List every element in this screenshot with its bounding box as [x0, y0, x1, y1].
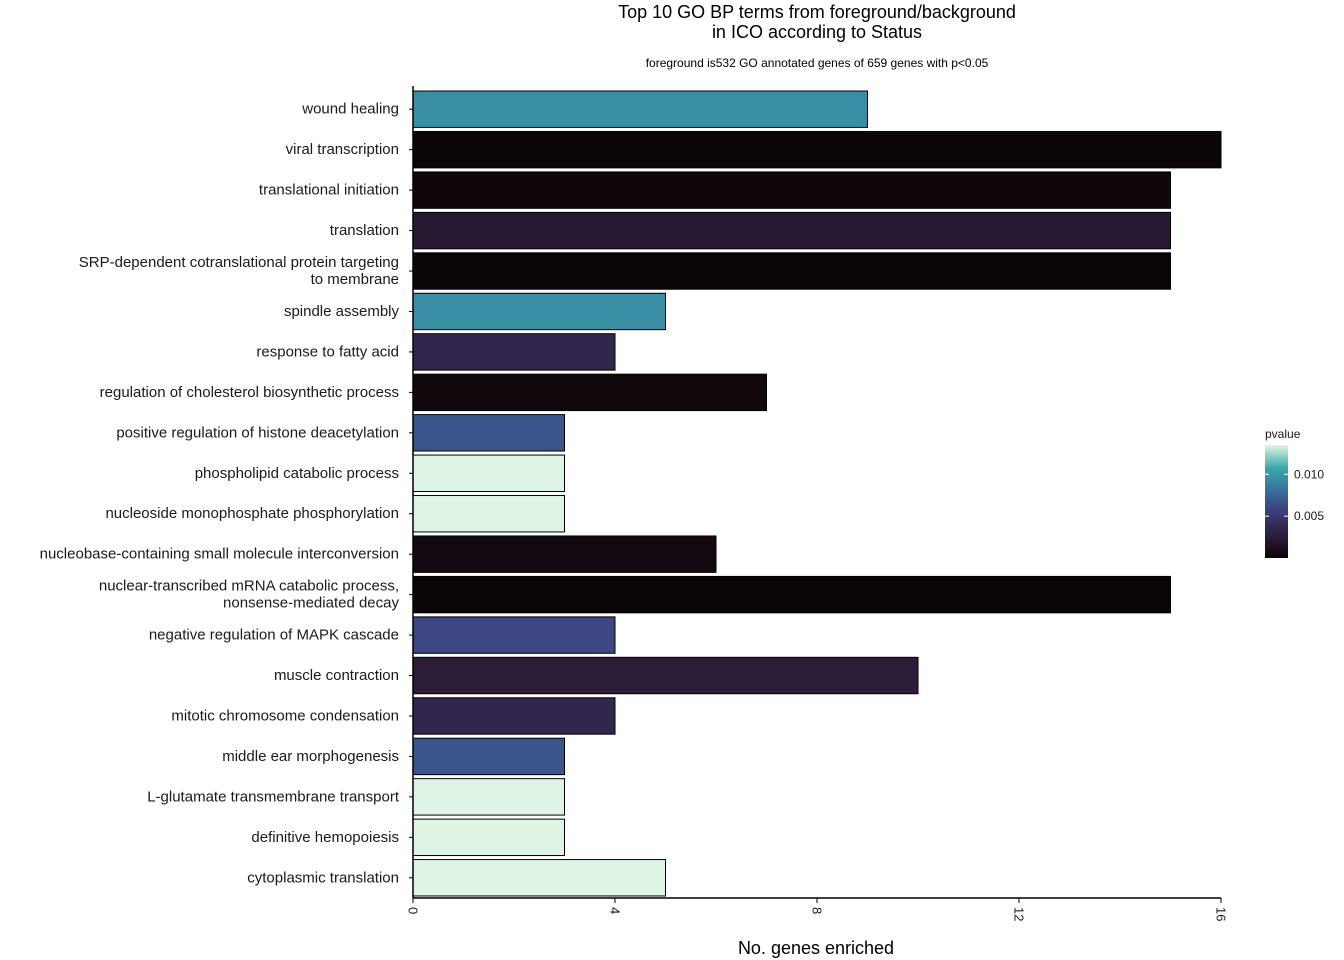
bar — [412, 171, 1171, 209]
category-label: middle ear morphogenesis — [222, 748, 399, 765]
category-label: L-glutamate transmembrane transport — [147, 788, 400, 805]
category-label: definitive hemopoiesis — [251, 829, 399, 846]
legend: pvalue 0.010 0.005 — [1265, 427, 1324, 558]
bar — [412, 778, 565, 816]
category-label: mitotic chromosome condensation — [171, 707, 399, 724]
chart-title-line-1: Top 10 GO BP terms from foreground/backg… — [618, 2, 1016, 22]
category-label: phospholipid catabolic process — [195, 465, 399, 482]
category-label: to membrane — [311, 271, 399, 288]
legend-colorbar — [1265, 445, 1288, 558]
bar — [412, 737, 565, 776]
bar — [412, 252, 1171, 290]
category-label: nonsense-mediated decay — [223, 595, 399, 612]
bar — [412, 616, 616, 654]
category-label: muscle contraction — [274, 667, 399, 684]
x-tick-label: 0 — [406, 907, 421, 914]
chart-title-line-2: in ICO according to Status — [711, 22, 923, 42]
legend-tick-label: 0.010 — [1294, 467, 1324, 481]
chart-subtitle: foreground is532 GO annotated genes of 6… — [645, 56, 989, 70]
legend-title: pvalue — [1265, 427, 1301, 441]
x-tick-label: 8 — [810, 907, 825, 914]
category-label: wound healing — [301, 101, 399, 118]
category-label: positive regulation of histone deacetyla… — [116, 424, 399, 441]
category-label: regulation of cholesterol biosynthetic p… — [100, 384, 399, 401]
bar — [412, 656, 919, 695]
bar — [412, 333, 616, 371]
category-label: response to fatty acid — [256, 343, 399, 360]
category-label: SRP-dependent cotranslational protein ta… — [79, 254, 399, 271]
bar — [412, 292, 666, 331]
category-label: translational initiation — [259, 182, 399, 199]
bar — [412, 575, 1171, 614]
category-label: cytoplasmic translation — [247, 869, 399, 886]
bar — [412, 454, 565, 492]
x-tick-label: 16 — [1214, 907, 1229, 921]
bar — [412, 414, 565, 452]
category-label: negative regulation of MAPK cascade — [149, 627, 399, 644]
bar — [412, 130, 1222, 169]
bar — [412, 859, 666, 897]
bar — [412, 211, 1171, 250]
bar — [412, 535, 717, 573]
category-label: viral transcription — [286, 141, 399, 158]
x-tick-label: 4 — [608, 907, 623, 914]
bars — [412, 90, 1222, 897]
category-labels: wound healing viral transcription translat… — [40, 101, 400, 887]
axes: 0 4 8 12 16 — [406, 86, 1229, 921]
x-tick-label: 12 — [1012, 907, 1027, 921]
x-axis-title: No. genes enriched — [738, 938, 894, 958]
bar — [412, 373, 767, 412]
category-label: nucleoside monophosphate phosphorylation — [105, 505, 399, 522]
category-label: spindle assembly — [284, 303, 400, 320]
category-label: translation — [330, 222, 399, 239]
category-label: nuclear-transcribed mRNA catabolic proce… — [99, 578, 399, 595]
bar — [412, 90, 868, 128]
bar — [412, 697, 616, 735]
bar — [412, 818, 565, 857]
category-label: nucleobase-containing small molecule int… — [40, 546, 399, 563]
bar — [412, 495, 565, 533]
legend-tick-label: 0.005 — [1294, 509, 1324, 523]
